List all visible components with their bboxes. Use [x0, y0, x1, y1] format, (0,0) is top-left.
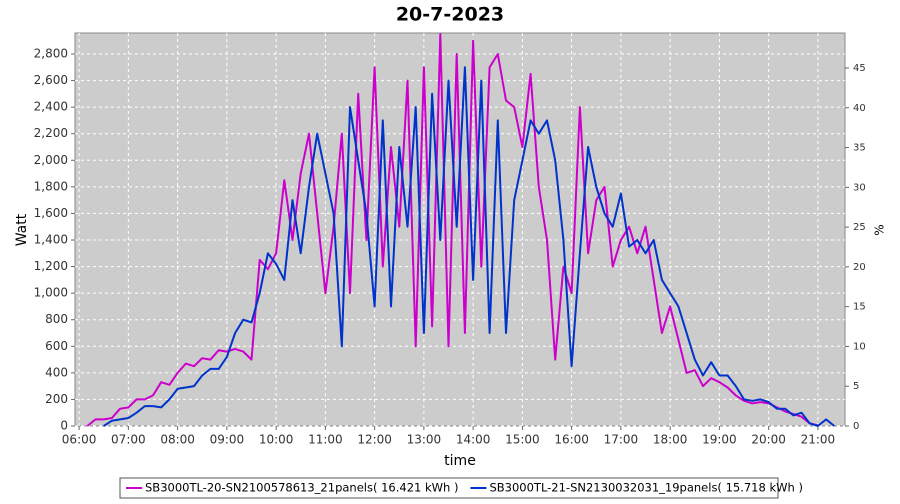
x-tick-label: 20:00: [751, 433, 786, 447]
x-tick-label: 13:00: [407, 433, 442, 447]
y2-tick-label: 40: [853, 103, 866, 114]
x-tick-label: 15:00: [505, 433, 540, 447]
x-tick-label: 09:00: [210, 433, 245, 447]
y-tick-label: 600: [45, 339, 68, 353]
y-tick-label: 2,600: [34, 73, 68, 87]
x-tick-label: 17:00: [604, 433, 639, 447]
x-tick-label: 10:00: [259, 433, 294, 447]
y2-tick-label: 35: [853, 143, 866, 154]
chart-title: 20-7-2023: [396, 4, 504, 26]
y-tick-label: 1,200: [34, 259, 68, 273]
y-tick-label: 800: [45, 312, 68, 326]
y-tick-label: 2,800: [34, 46, 68, 60]
legend: [119, 477, 779, 499]
series-line: [103, 66, 835, 427]
legend-label: SB3000TL-21-SN2130032031_19panels( 15.71…: [489, 481, 802, 495]
legend-label: SB3000TL-20-SN2100578613_21panels( 16.42…: [145, 481, 458, 495]
y-axis-label: Watt: [14, 213, 30, 246]
y-tick-label: 1,000: [34, 286, 68, 300]
x-tick-label: 08:00: [160, 433, 195, 447]
x-tick-label: 16:00: [554, 433, 589, 447]
x-tick-label: 14:00: [456, 433, 491, 447]
y-tick-label: 2,000: [34, 153, 68, 167]
x-tick-label: 12:00: [357, 433, 392, 447]
y-tick-label: 200: [45, 392, 68, 406]
y-tick-label: 2,400: [34, 100, 68, 114]
y2-axis-label: %: [873, 224, 887, 235]
x-tick-label: 11:00: [308, 433, 343, 447]
x-tick-label: 18:00: [653, 433, 688, 447]
y2-tick-label: 20: [853, 262, 866, 273]
x-tick-label: 21:00: [801, 433, 836, 447]
y-tick-label: 400: [45, 365, 68, 379]
y2-tick-label: 5: [853, 381, 859, 392]
y2-tick-label: 15: [853, 302, 866, 313]
y2-tick-label: 25: [853, 222, 866, 233]
y2-tick-label: 0: [853, 421, 859, 432]
x-tick-label: 19:00: [702, 433, 737, 447]
y2-tick-label: 30: [853, 182, 866, 193]
series-line: [86, 33, 819, 427]
y2-tick-label: 10: [853, 341, 866, 352]
y2-tick-label: 45: [853, 63, 866, 74]
y-tick-label: 1,400: [34, 232, 68, 246]
plot-area: [74, 32, 846, 427]
y-tick-label: 1,800: [34, 179, 68, 193]
x-axis-label: time: [444, 453, 476, 469]
y-tick-label: 2,200: [34, 126, 68, 140]
y-tick-label: 1,600: [34, 206, 68, 220]
x-tick-label: 06:00: [62, 433, 97, 447]
x-tick-label: 07:00: [111, 433, 146, 447]
y-tick-label: 0: [60, 419, 68, 433]
